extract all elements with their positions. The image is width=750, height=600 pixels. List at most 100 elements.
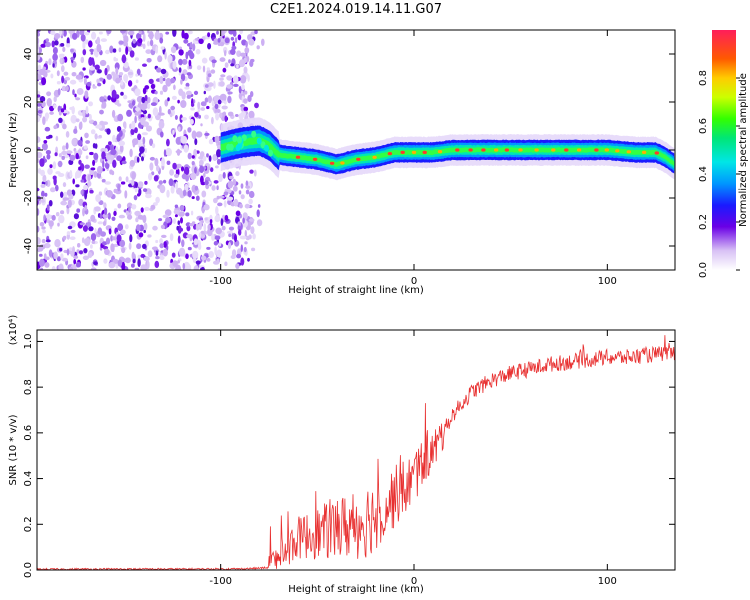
noise-blob	[186, 94, 191, 99]
noise-blob	[213, 241, 219, 246]
noise-blob	[176, 148, 181, 156]
noise-blob	[98, 77, 104, 82]
ridge-peak-dot	[312, 157, 318, 161]
noise-blob	[193, 238, 198, 246]
noise-blob	[142, 136, 146, 145]
noise-blob	[150, 102, 157, 106]
noise-blob	[165, 77, 172, 87]
noise-blob	[202, 155, 207, 162]
noise-blob	[186, 234, 193, 239]
noise-blob	[44, 126, 51, 132]
noise-blob	[213, 180, 219, 184]
noise-blob	[97, 227, 103, 235]
noise-blob	[228, 59, 231, 64]
noise-blob	[144, 94, 148, 102]
noise-blob	[54, 40, 59, 46]
noise-blob	[248, 190, 255, 199]
noise-blob	[211, 116, 214, 125]
noise-blob	[44, 192, 48, 197]
noise-blob	[206, 105, 210, 110]
noise-blob	[63, 56, 68, 63]
noise-blob	[216, 158, 221, 165]
noise-blob	[206, 246, 211, 250]
noise-blob	[135, 181, 138, 188]
noise-blob	[39, 96, 46, 103]
noise-blob	[247, 74, 250, 82]
noise-blob	[181, 117, 188, 121]
noise-blob	[78, 250, 84, 255]
noise-blob	[58, 214, 65, 224]
noise-blob	[141, 96, 146, 104]
top-x-tick-label: 100	[598, 276, 617, 287]
noise-blob	[159, 37, 164, 44]
noise-blob	[42, 229, 46, 234]
noise-blob	[193, 90, 199, 95]
noise-blob	[98, 31, 103, 35]
noise-blob	[109, 154, 115, 161]
noise-blob	[211, 100, 215, 107]
noise-blob	[90, 51, 94, 55]
noise-blob	[80, 56, 85, 64]
noise-blob	[244, 47, 250, 54]
noise-blob	[147, 30, 150, 34]
noise-blob	[210, 69, 216, 74]
noise-blob	[52, 47, 58, 55]
noise-blob	[151, 171, 155, 176]
top-y-tick-label: -20	[23, 190, 34, 206]
noise-blob	[88, 226, 94, 232]
noise-blob	[174, 173, 179, 178]
noise-blob	[199, 159, 204, 166]
noise-blob	[116, 234, 122, 242]
noise-blob	[189, 118, 194, 125]
noise-blob	[134, 115, 137, 124]
snr-frame	[36, 329, 676, 571]
noise-blob	[72, 89, 75, 96]
noise-blob	[163, 241, 167, 248]
noise-blob	[55, 184, 59, 192]
noise-blob	[149, 162, 154, 171]
noise-blob	[163, 149, 167, 157]
noise-blob	[102, 221, 107, 226]
noise-blob	[115, 77, 121, 84]
noise-blob	[256, 45, 260, 50]
noise-blob	[172, 218, 177, 224]
noise-blob	[186, 264, 192, 270]
noise-blob	[37, 90, 41, 96]
noise-blob	[127, 214, 133, 220]
noise-blob	[156, 165, 160, 172]
noise-blob	[60, 43, 65, 47]
noise-blob	[168, 178, 174, 186]
noise-blob	[231, 232, 235, 240]
noise-blob	[41, 101, 46, 108]
noise-blob	[187, 246, 192, 251]
noise-blob	[90, 167, 96, 171]
noise-blob	[40, 267, 44, 270]
noise-blob	[180, 228, 183, 232]
noise-blob	[165, 147, 172, 157]
noise-blob	[101, 101, 107, 109]
noise-blob	[94, 64, 100, 70]
noise-blob	[236, 253, 242, 259]
noise-blob	[178, 211, 185, 217]
noise-blob	[37, 36, 40, 46]
noise-blob	[238, 229, 242, 236]
noise-blob	[240, 257, 245, 266]
noise-blob	[155, 256, 160, 260]
noise-blob	[75, 97, 81, 101]
noise-blob	[84, 90, 89, 99]
noise-blob	[216, 30, 219, 35]
noise-blob	[113, 210, 117, 217]
noise-blob	[190, 103, 195, 107]
noise-blob	[136, 112, 140, 116]
ridge-peak-dot	[329, 161, 335, 165]
noise-blob	[80, 179, 85, 183]
noise-blob	[136, 156, 140, 163]
noise-blob	[210, 167, 214, 173]
noise-blob	[146, 58, 152, 63]
noise-blob	[37, 30, 41, 33]
noise-blob	[213, 38, 219, 45]
noise-blob	[169, 169, 175, 176]
noise-blob	[243, 246, 247, 253]
noise-blob	[45, 239, 51, 243]
noise-blob	[195, 131, 203, 138]
